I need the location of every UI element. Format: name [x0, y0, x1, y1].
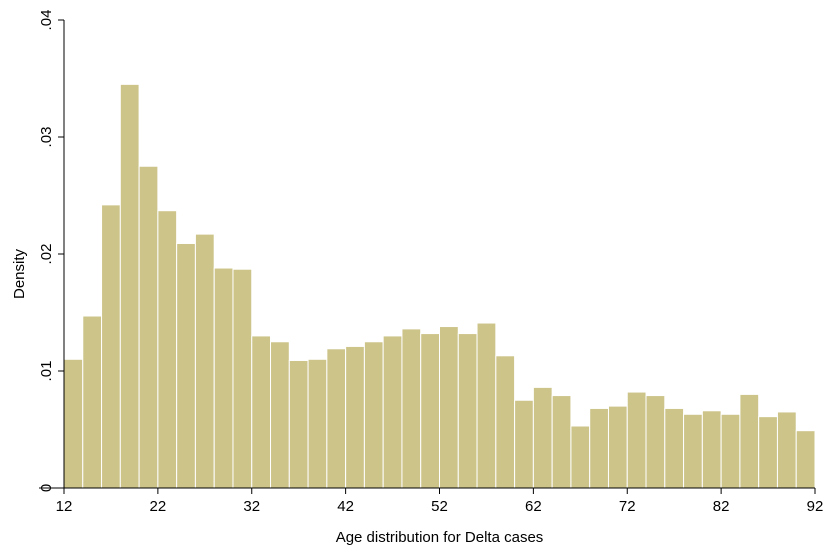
bars-group	[63, 83, 816, 489]
x-tick-label: 62	[525, 498, 542, 515]
histogram-bar	[439, 326, 459, 489]
y-tick-label: .01	[38, 361, 55, 382]
histogram-bar	[176, 242, 196, 489]
x-tick-label: 52	[431, 498, 448, 515]
histogram-bar	[232, 268, 253, 489]
histogram-bar	[157, 210, 178, 489]
histogram-bar	[119, 83, 140, 489]
histogram-bar	[532, 386, 553, 489]
histogram-bar	[363, 341, 384, 489]
x-tick-label: 42	[337, 498, 354, 515]
histogram-bar	[795, 430, 816, 489]
histogram-bar	[307, 358, 328, 489]
histogram-bar	[63, 358, 84, 489]
histogram-bar	[420, 333, 441, 489]
histogram-bar	[288, 359, 309, 489]
histogram-bar	[664, 407, 685, 489]
x-axis-title: Age distribution for Delta cases	[336, 529, 544, 546]
histogram-bar	[457, 333, 478, 489]
y-axis-title: Density	[11, 248, 28, 299]
histogram-bar	[645, 395, 666, 489]
histogram-bar	[194, 233, 215, 489]
x-tick-label: 22	[150, 498, 167, 515]
histogram-bar	[213, 267, 234, 489]
x-tick-label: 32	[243, 498, 260, 515]
histogram-bar	[82, 315, 103, 489]
x-tick-label: 82	[713, 498, 730, 515]
histogram-bar	[495, 355, 516, 489]
histogram-bar	[401, 328, 422, 489]
histogram-bar	[683, 413, 703, 489]
histogram-bar	[476, 322, 497, 489]
histogram-bar	[514, 399, 534, 489]
histogram-bar	[345, 345, 365, 489]
histogram-bar	[551, 395, 572, 489]
x-tick-label: 12	[56, 498, 73, 515]
histogram-bar	[589, 407, 609, 489]
histogram-bar	[701, 410, 722, 489]
histogram-bar	[739, 393, 760, 489]
x-ticks-group: 12 22 32 42 52 62 72 82 92	[56, 488, 823, 515]
x-tick-label: 72	[619, 498, 636, 515]
y-tick-label: 0	[38, 484, 55, 492]
histogram-bar	[101, 204, 121, 489]
histogram-bar	[326, 348, 347, 489]
histogram-bar	[270, 341, 290, 489]
histogram-bar	[382, 335, 403, 489]
histogram-bar	[138, 165, 159, 489]
y-tick-label: .03	[38, 127, 55, 148]
histogram-bar	[607, 405, 628, 489]
x-tick-label: 92	[807, 498, 823, 515]
y-tick-label: .02	[38, 244, 55, 265]
histogram-bar	[776, 411, 797, 489]
histogram-bar	[251, 335, 272, 489]
histogram-bar	[758, 416, 778, 489]
y-tick-label: .04	[38, 10, 55, 31]
histogram-bar	[570, 425, 591, 489]
histogram-bar	[626, 391, 647, 489]
y-ticks-group: 0 .01 .02 .03 .04	[38, 10, 64, 492]
histogram-bar	[720, 413, 741, 489]
